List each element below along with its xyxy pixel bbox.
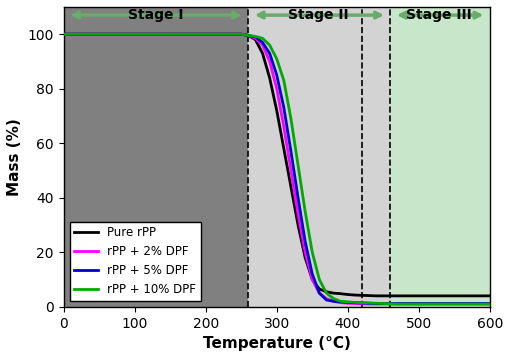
Bar bbox=[248, 7, 389, 307]
X-axis label: Temperature (°C): Temperature (°C) bbox=[203, 336, 350, 351]
Text: Stage III: Stage III bbox=[405, 8, 471, 22]
Text: Stage I: Stage I bbox=[128, 8, 183, 22]
Y-axis label: Mass (%): Mass (%) bbox=[7, 118, 22, 196]
Legend: Pure rPP, rPP + 2% DPF, rPP + 5% DPF, rPP + 10% DPF: Pure rPP, rPP + 2% DPF, rPP + 5% DPF, rP… bbox=[69, 222, 201, 301]
Bar bbox=[64, 7, 248, 307]
Bar bbox=[389, 7, 489, 307]
Text: Stage II: Stage II bbox=[287, 8, 348, 22]
